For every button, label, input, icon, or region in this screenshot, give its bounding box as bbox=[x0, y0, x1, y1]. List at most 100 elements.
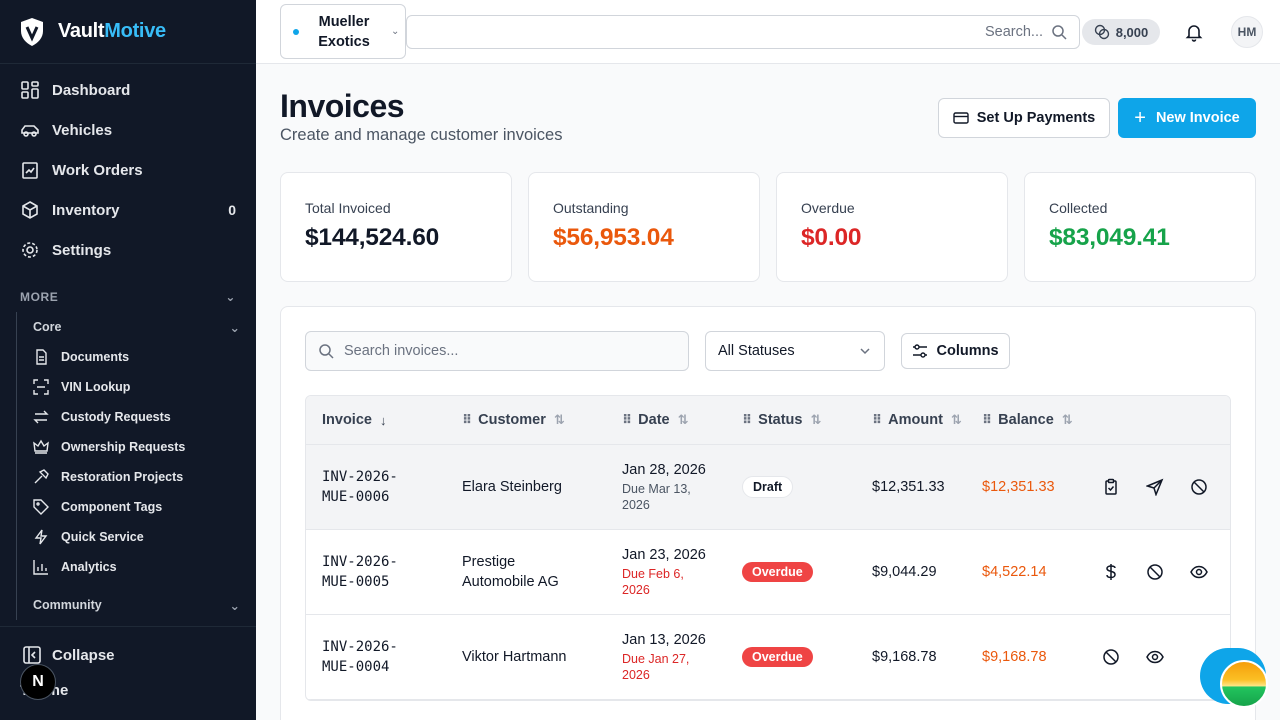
stat-label: Collected bbox=[1049, 200, 1108, 216]
stat-card-total-invoiced: Total Invoiced $144,524.60 bbox=[280, 172, 512, 282]
void-icon[interactable] bbox=[1190, 478, 1208, 496]
sidebar-item-quick-service[interactable]: Quick Service bbox=[17, 522, 256, 552]
arrows-icon bbox=[33, 409, 49, 425]
void-icon[interactable] bbox=[1146, 563, 1164, 581]
header-label: Amount bbox=[888, 412, 943, 428]
dollar-icon[interactable] bbox=[1102, 563, 1120, 581]
nav-work-orders[interactable]: Work Orders bbox=[0, 150, 256, 190]
void-icon[interactable] bbox=[1102, 648, 1120, 666]
nav-settings[interactable]: Settings bbox=[0, 230, 256, 270]
global-search-input[interactable]: Search... bbox=[406, 15, 1080, 49]
status-badge: Draft bbox=[742, 476, 794, 498]
sidebar-item-label: VIN Lookup bbox=[61, 380, 131, 394]
drag-handle-icon[interactable]: ⠿ bbox=[982, 412, 992, 427]
stat-label: Overdue bbox=[801, 200, 855, 216]
sidebar-item-custody-requests[interactable]: Custody Requests bbox=[17, 402, 256, 432]
document-icon bbox=[33, 349, 49, 365]
column-header-amount[interactable]: ⠿ Amount ⇅ bbox=[872, 396, 962, 444]
assistant-avatar-icon[interactable] bbox=[1220, 660, 1268, 708]
chevron-down-icon: ⌄ bbox=[229, 598, 240, 613]
amount-value: $9,044.29 bbox=[872, 564, 937, 580]
status-filter-select[interactable]: All Statuses bbox=[705, 331, 885, 371]
date-main: Jan 13, 2026 bbox=[622, 632, 706, 648]
sidebar-item-label: Ownership Requests bbox=[61, 440, 186, 454]
sidebar-item-analytics[interactable]: Analytics bbox=[17, 552, 256, 582]
columns-label: Columns bbox=[936, 343, 999, 359]
column-header-date[interactable]: ⠿ Date ⇅ bbox=[622, 396, 689, 444]
drag-handle-icon[interactable]: ⠿ bbox=[462, 412, 472, 427]
nav-inventory[interactable]: Inventory 0 bbox=[0, 190, 256, 230]
sidebar-item-vin-lookup[interactable]: VIN Lookup bbox=[17, 372, 256, 402]
arrow-down-icon: ↓ bbox=[379, 412, 387, 428]
brand[interactable]: VaultMotive bbox=[0, 0, 256, 64]
sidebar-item-label: Custody Requests bbox=[61, 410, 171, 424]
invoices-table: Invoice ↓ ⠿ Customer ⇅ ⠿ Date ⇅ ⠿ Status ⇅ ⠿ Amo… bbox=[305, 395, 1231, 701]
status-filter-value: All Statuses bbox=[718, 343, 795, 359]
search-icon bbox=[319, 344, 334, 359]
more-section-toggle[interactable]: MORE ⌄ bbox=[0, 282, 256, 312]
sidebar-item-ownership-requests[interactable]: Ownership Requests bbox=[17, 432, 256, 462]
send-icon[interactable] bbox=[1145, 478, 1164, 497]
credit-card-icon bbox=[953, 112, 969, 124]
due-date: Due Feb 6, 2026 bbox=[622, 567, 684, 597]
more-subtree: Core ⌄ Documents VIN Lookup Custody Requ… bbox=[16, 312, 256, 620]
community-label: Community bbox=[33, 598, 102, 612]
clipboard-check-icon[interactable] bbox=[1102, 478, 1120, 496]
balance: $12,351.33 bbox=[982, 445, 1055, 529]
sidebar-item-restoration-projects[interactable]: Restoration Projects bbox=[17, 462, 256, 492]
eye-icon[interactable] bbox=[1146, 648, 1164, 666]
due-date: Due Jan 27, 2026 bbox=[622, 652, 690, 682]
drag-handle-icon[interactable]: ⠿ bbox=[742, 412, 752, 427]
invoice-number[interactable]: INV-2026- MUE-0006 bbox=[322, 445, 398, 529]
dev-tools-badge[interactable]: N bbox=[20, 664, 56, 700]
credits-badge[interactable]: 8,000 bbox=[1082, 19, 1160, 45]
invoice-search-input[interactable]: Search invoices... bbox=[305, 331, 689, 371]
eye-icon[interactable] bbox=[1190, 563, 1208, 581]
sort-icon: ⇅ bbox=[553, 412, 565, 427]
clipboard-icon bbox=[20, 160, 40, 180]
drag-handle-icon[interactable]: ⠿ bbox=[622, 412, 632, 427]
invoice-number-line: INV-2026- bbox=[322, 554, 398, 570]
search-placeholder: Search invoices... bbox=[344, 343, 459, 359]
invoice-number[interactable]: INV-2026- MUE-0005 bbox=[322, 530, 398, 614]
table-row[interactable]: INV-2026- MUE-0005 Prestige Automobile A… bbox=[306, 530, 1230, 615]
column-header-customer[interactable]: ⠿ Customer ⇅ bbox=[462, 396, 565, 444]
column-header-balance[interactable]: ⠿ Balance ⇅ bbox=[982, 396, 1073, 444]
stat-value: $144,524.60 bbox=[305, 224, 440, 251]
sidebar-item-documents[interactable]: Documents bbox=[17, 342, 256, 372]
search-icon bbox=[1052, 25, 1067, 40]
set-up-payments-button[interactable]: Set Up Payments bbox=[938, 98, 1110, 138]
invoice-number-line: MUE-0006 bbox=[322, 489, 390, 505]
nav-vehicles[interactable]: Vehicles bbox=[0, 110, 256, 150]
column-header-status[interactable]: ⠿ Status ⇅ bbox=[742, 396, 821, 444]
sidebar-item-component-tags[interactable]: Component Tags bbox=[17, 492, 256, 522]
drag-handle-icon[interactable]: ⠿ bbox=[872, 412, 882, 427]
invoice-date: Jan 23, 2026 Due Feb 6, 2026 bbox=[622, 530, 706, 614]
bell-icon[interactable] bbox=[1184, 22, 1204, 42]
customer-line: Prestige bbox=[462, 554, 516, 570]
columns-button[interactable]: Columns bbox=[901, 333, 1010, 369]
collapse-button[interactable]: Collapse bbox=[0, 635, 256, 675]
nav-label: Vehicles bbox=[52, 121, 113, 139]
date-main: Jan 28, 2026 bbox=[622, 462, 706, 478]
new-invoice-button[interactable]: + New Invoice bbox=[1118, 98, 1256, 138]
main-nav: Dashboard Vehicles Work Orders Inventory… bbox=[0, 64, 256, 270]
inventory-count: 0 bbox=[228, 202, 236, 218]
invoice-number-line: MUE-0004 bbox=[322, 659, 390, 675]
crown-icon bbox=[33, 439, 49, 455]
invoices-panel: Search invoices... All Statuses Columns … bbox=[280, 306, 1256, 720]
avatar[interactable]: HM bbox=[1231, 16, 1263, 48]
core-group-toggle[interactable]: Core ⌄ bbox=[17, 312, 256, 342]
status-cell: Draft bbox=[742, 445, 794, 529]
column-header-invoice[interactable]: Invoice ↓ bbox=[322, 396, 386, 444]
balance-value: $12,351.33 bbox=[982, 479, 1055, 495]
table-row[interactable]: INV-2026- MUE-0004 Viktor Hartmann Jan 1… bbox=[306, 615, 1230, 700]
header-label: Status bbox=[758, 412, 803, 428]
shop-selector[interactable]: Mueller Exotics ⌄ bbox=[280, 4, 406, 59]
date-main: Jan 23, 2026 bbox=[622, 547, 706, 563]
table-row[interactable]: INV-2026- MUE-0006 Elara Steinberg Jan 2… bbox=[306, 445, 1230, 530]
nav-dashboard[interactable]: Dashboard bbox=[0, 70, 256, 110]
sidebar-item-label: Component Tags bbox=[61, 500, 163, 514]
community-group-toggle[interactable]: Community ⌄ bbox=[17, 590, 256, 620]
invoice-number[interactable]: INV-2026- MUE-0004 bbox=[322, 615, 398, 699]
